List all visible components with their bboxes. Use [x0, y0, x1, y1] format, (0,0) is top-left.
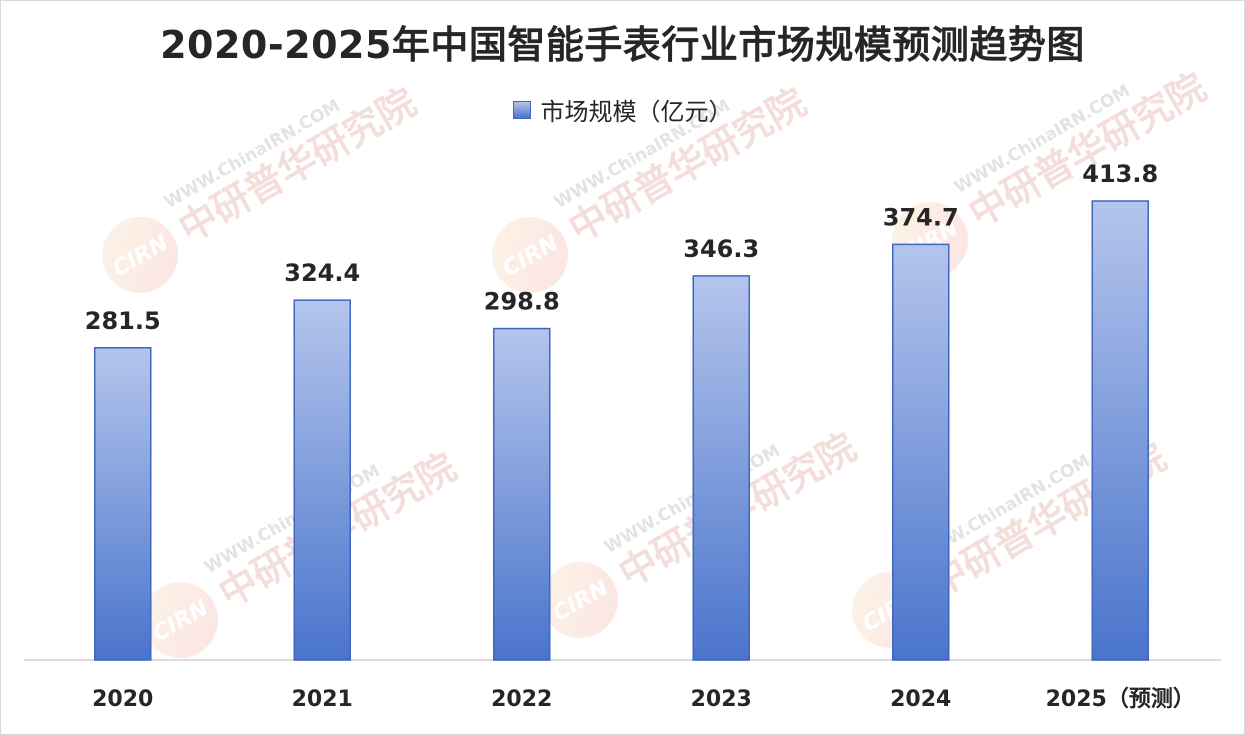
bar-1	[293, 299, 351, 661]
legend-label: 市场规模（亿元）	[540, 98, 733, 126]
legend-swatch	[512, 100, 531, 119]
x-tick-label-1: 2021	[292, 687, 353, 712]
data-label-1: 324.4	[284, 259, 360, 287]
bar-2	[493, 327, 551, 661]
data-label-0: 281.5	[85, 307, 161, 335]
x-tick-label-4: 2024	[890, 687, 951, 712]
watermark-logo-circle	[102, 217, 178, 293]
x-tick-label-0: 2020	[92, 687, 153, 712]
chart-legend: 市场规模（亿元）	[0, 92, 1245, 127]
x-tick-label-5: 2025（预测）	[1046, 687, 1195, 712]
watermark-brand: 中研普华研究院	[961, 65, 1213, 236]
chart-title: 2020-2025年中国智能手表行业市场规模预测趋势图	[160, 23, 1085, 67]
data-label-2: 298.8	[484, 288, 560, 316]
data-label-4: 374.7	[883, 203, 959, 231]
watermark-logo-circle	[492, 217, 568, 293]
watermark-logo-circle	[142, 582, 218, 658]
data-label-3: 346.3	[683, 235, 759, 263]
x-tick-label-2: 2022	[491, 687, 552, 712]
watermark-brand: 中研普华研究院	[171, 80, 423, 251]
watermark-brand: 中研普华研究院	[561, 80, 813, 251]
bar-3	[692, 275, 750, 661]
bar-5	[1091, 200, 1149, 661]
bar-4	[892, 243, 950, 661]
x-tick-label-3: 2023	[691, 687, 752, 712]
data-label-5: 413.8	[1082, 160, 1158, 188]
watermark-logo-circle	[542, 562, 618, 638]
bar-0	[94, 347, 152, 661]
